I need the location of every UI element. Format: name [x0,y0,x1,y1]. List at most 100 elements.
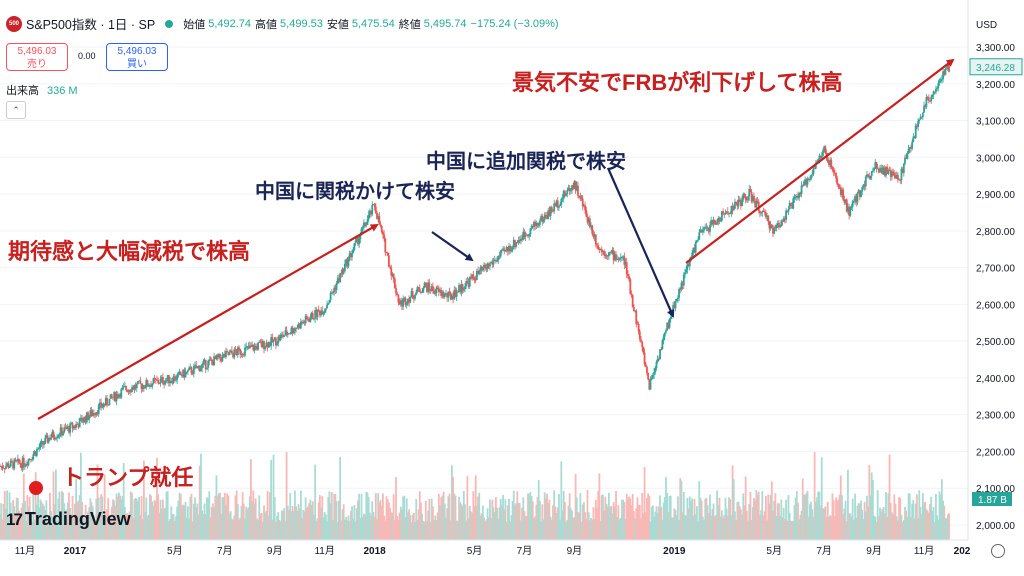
volume-bar [276,515,278,540]
candle [152,377,155,385]
candle [761,210,764,217]
candle [1,462,4,471]
volume-bar [585,518,588,540]
candle [674,298,677,312]
currency-selector[interactable]: USD [976,20,998,31]
candle [2,465,5,470]
candle [264,345,267,351]
volume-bar [504,499,507,540]
volume-bar [258,495,261,540]
candle [901,167,904,174]
candle [769,221,772,231]
candle [90,406,93,418]
volume-bar [82,517,85,540]
volume-bar [148,494,151,540]
volume-bar [638,504,641,540]
volume-bar [600,495,603,540]
y-tick-label: 2,400.00 [976,374,1015,385]
candle [850,203,853,210]
volume-bar [185,517,188,540]
volume-bar [167,521,170,540]
volume-bar [764,495,767,540]
candle [717,215,720,226]
candle [657,356,660,362]
candle [660,346,663,351]
candle [617,256,620,263]
candle [851,199,854,212]
candle [794,194,797,200]
candle [484,262,487,271]
volume-bar [825,517,828,540]
candle [795,194,798,201]
volume-bar [625,493,628,540]
candle [749,185,752,193]
gear-icon[interactable] [991,544,1005,558]
candle [371,201,374,217]
candle [35,447,38,458]
candle [939,77,942,83]
buy-button[interactable]: 5,496.03 買い [106,43,168,71]
volume-bar [289,492,292,540]
candle [711,219,714,226]
volume-bar [704,498,707,540]
volume-bar [656,512,659,540]
candle [942,67,944,83]
symbol-title[interactable]: S&P500指数 · 1日 · SP [26,18,156,32]
volume-bar [755,490,758,540]
volume-bar [861,509,864,540]
candle [605,253,608,260]
candle [687,262,690,267]
volume-bar [297,504,300,540]
candle [640,335,642,343]
volume-bars [0,452,950,540]
volume-bar [65,509,68,540]
volume-bar [241,492,244,540]
volume-bar [801,478,804,540]
volume-bar [355,508,358,540]
candle [81,415,83,423]
candle [804,176,807,186]
candle [204,359,207,374]
candle [270,333,273,350]
volume-bar [247,507,250,540]
candle [210,357,213,366]
volume-bar [695,506,698,540]
volume-bar [612,501,615,540]
sell-button[interactable]: 5,496.03 売り [6,43,68,71]
low-value: 5,475.54 [351,17,395,30]
candle [584,201,587,215]
volume-bar [445,517,447,540]
volume-bar [418,491,421,540]
candle [267,341,270,348]
volume-bar [663,497,666,540]
volume-bar [110,506,113,540]
candle [405,301,408,309]
candle [327,302,330,306]
last-price-tag [969,58,1023,76]
candle [445,289,447,296]
volume-bar [744,476,747,540]
volume-bar [938,491,941,540]
volume-bar [273,497,276,540]
volume-bar [279,521,282,540]
volume-bar [384,520,387,540]
volume-bar [828,516,830,540]
volume-bar [728,497,730,540]
candle [118,393,120,399]
candle [666,322,669,331]
volume-bar [157,494,160,540]
volume-bar [814,501,817,540]
candle [19,459,22,468]
volume-bar [690,501,692,540]
candle [272,339,275,347]
candle [329,291,332,303]
volume-bar [10,514,13,540]
candle [650,374,653,381]
volume-bar [423,521,426,540]
volume-bar [448,493,451,540]
sp500-logo: 500 [6,15,22,32]
candle [74,424,76,430]
chevron-up-icon[interactable]: ⌃ [6,101,26,119]
candle [486,262,489,272]
